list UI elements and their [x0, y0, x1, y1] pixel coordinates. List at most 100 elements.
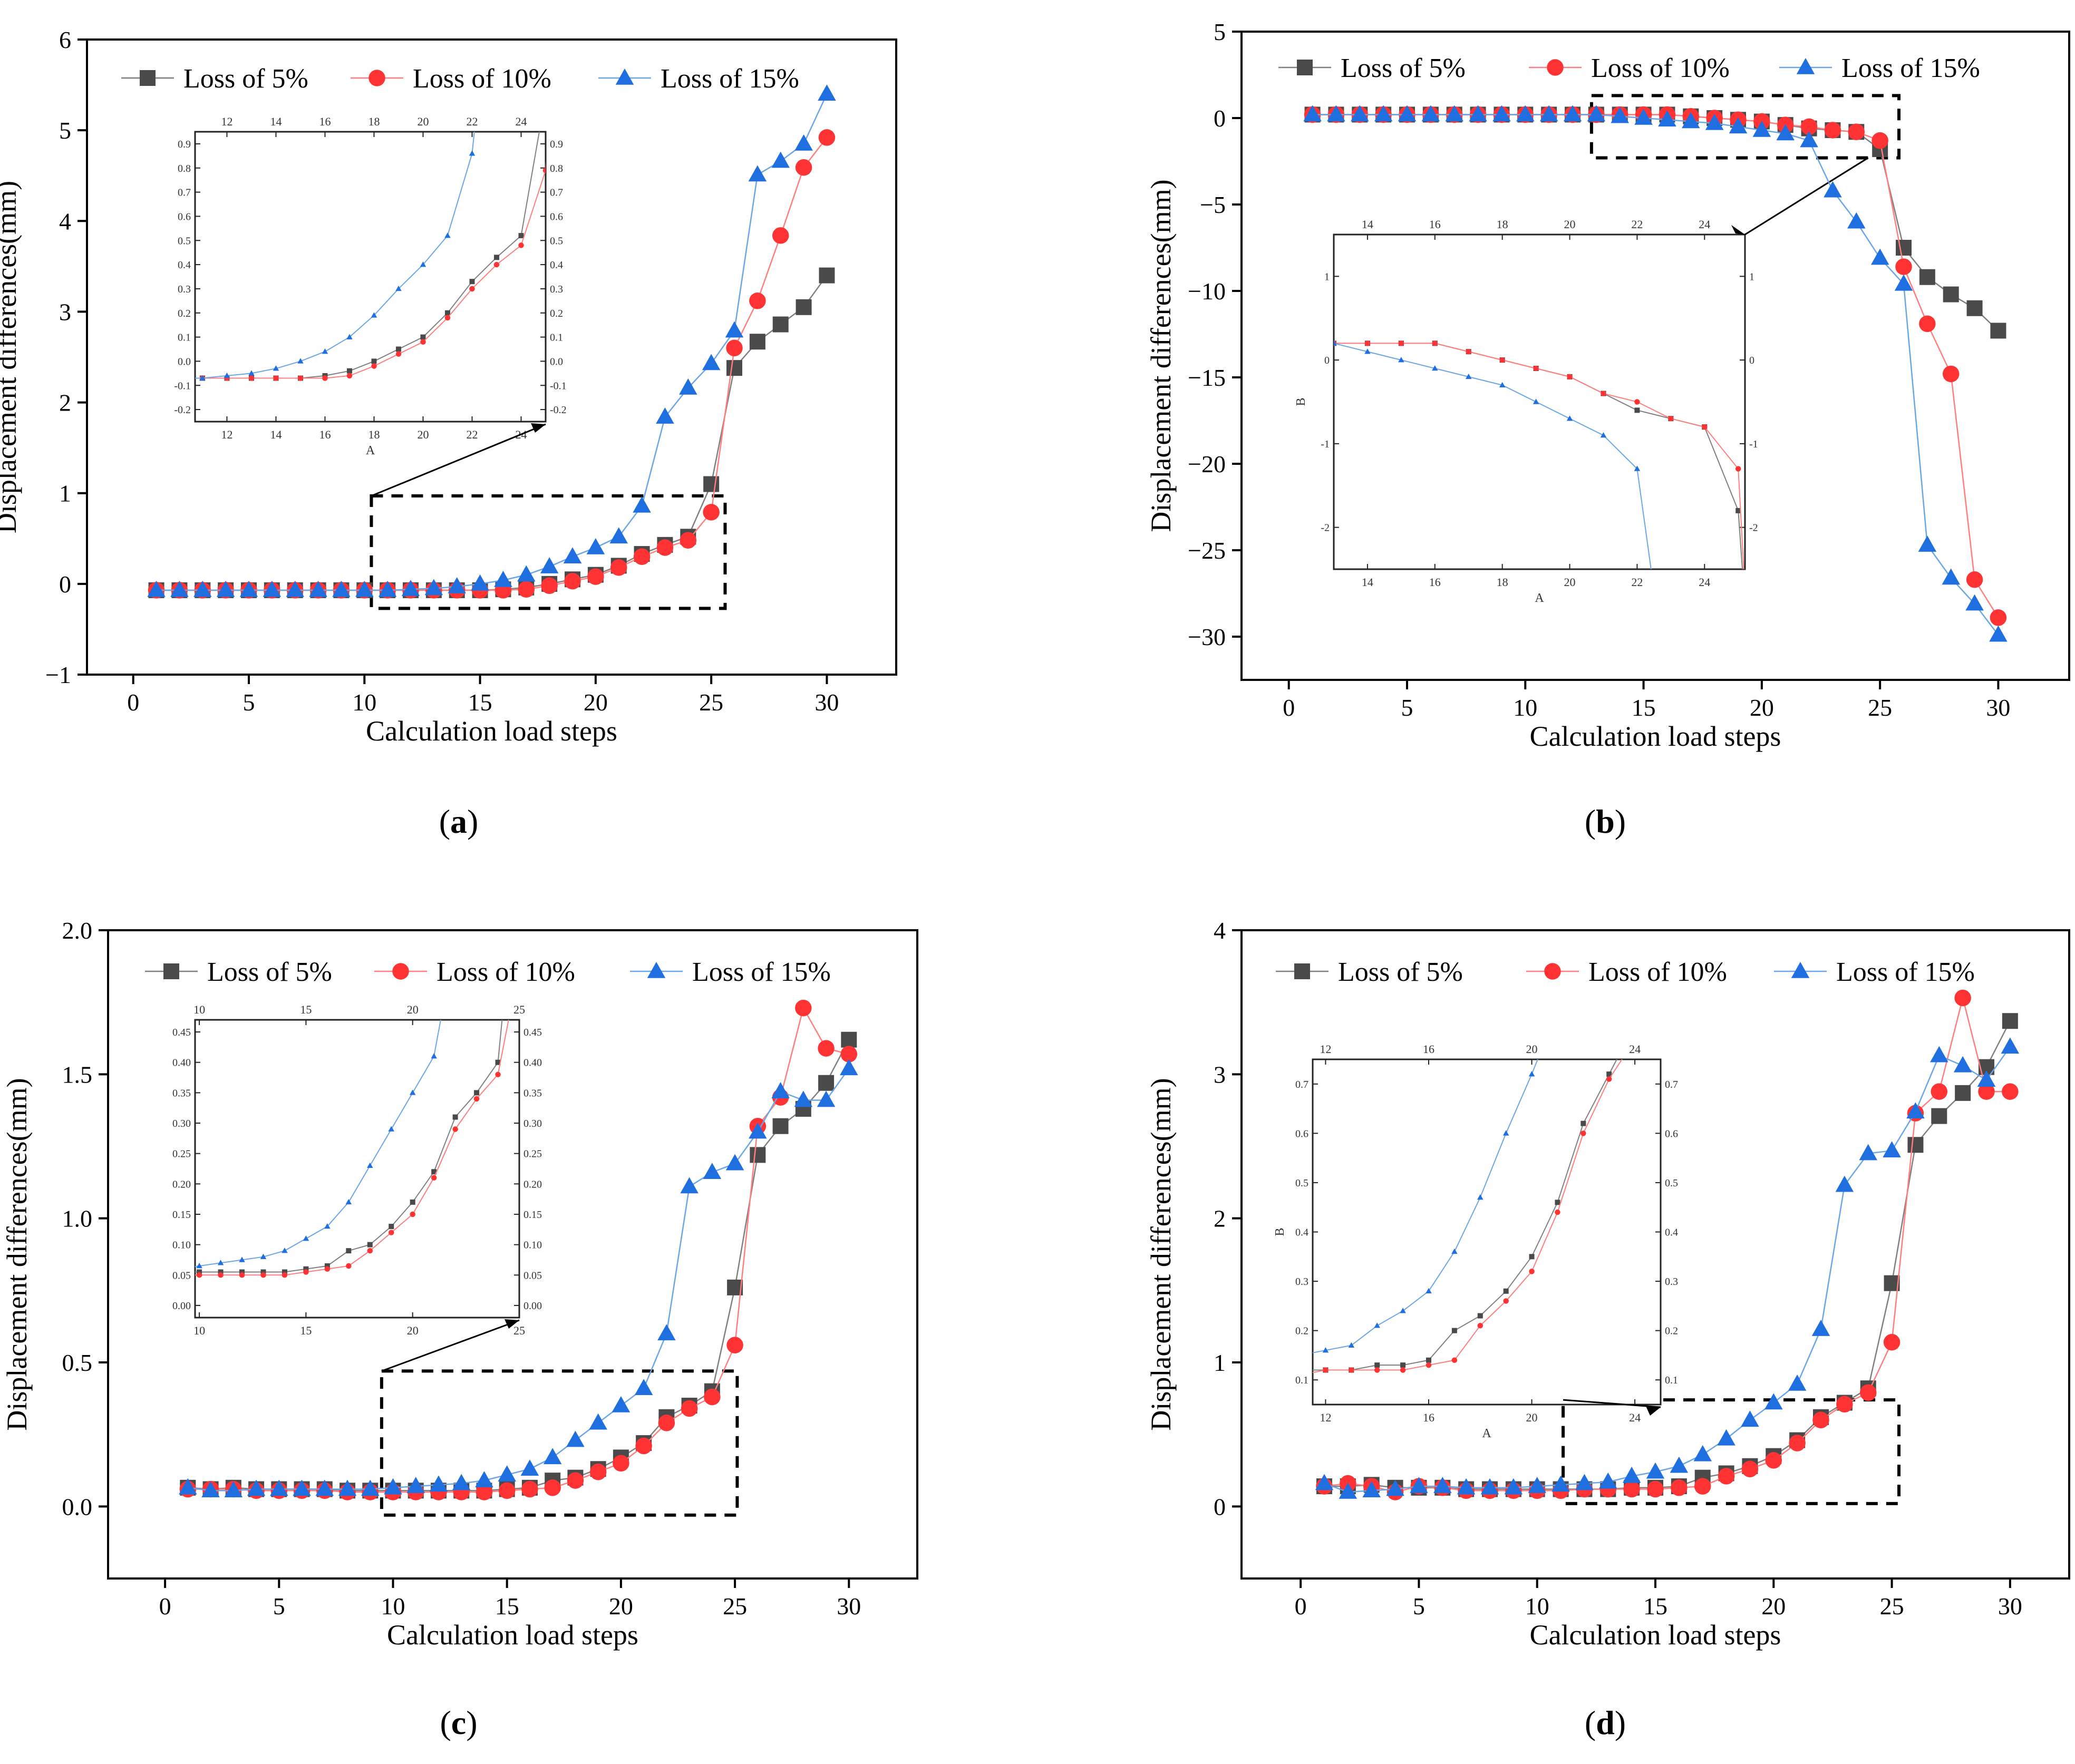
inset-point — [1297, 340, 1303, 346]
data-point — [749, 334, 765, 350]
inset-x-tick-label: 10 — [193, 1324, 205, 1337]
inset-point — [395, 285, 402, 291]
inset-point — [1581, 1120, 1586, 1126]
data-point — [1717, 1429, 1735, 1446]
data-point — [726, 1337, 743, 1353]
data-point — [1966, 300, 1983, 316]
data-point — [1848, 123, 1865, 140]
data-point — [247, 1479, 266, 1496]
x-axis-title: Calculation load steps — [366, 715, 617, 747]
data-point — [1374, 105, 1393, 122]
inset-series-group — [195, 1020, 509, 1278]
inset-point — [1322, 1347, 1329, 1353]
data-point — [1800, 131, 1818, 148]
inset-point — [410, 1211, 415, 1217]
data-point — [771, 151, 790, 168]
x-tick-label: 25 — [699, 689, 723, 716]
inset-y-tick-label-right: -0.2 — [550, 404, 567, 416]
legend-marker — [1791, 962, 1810, 978]
inset-point — [1668, 708, 1674, 714]
legend-marker — [1796, 58, 1815, 74]
data-point — [1634, 109, 1653, 125]
data-point — [680, 1177, 699, 1194]
zoom-region — [1562, 1398, 1901, 1505]
panel-c: 0 5 10 15 20 25 30 0.0 0.5 1.0 1.5 2.0 Calculation l… — [1, 917, 918, 1741]
data-point — [1906, 1102, 1925, 1119]
data-point — [819, 267, 835, 284]
inset-x-tick-label: 24 — [1629, 1411, 1641, 1424]
data-point — [498, 1482, 516, 1499]
inset-point — [431, 1053, 437, 1059]
inset-point — [239, 1272, 245, 1278]
inset-point — [282, 1269, 287, 1275]
data-point — [1836, 1396, 1853, 1413]
inset-top-tick-label: 24 — [1699, 218, 1710, 231]
inset-y-tick-label: 0.3 — [178, 284, 191, 295]
legend-label: Loss of 10% — [1588, 957, 1727, 987]
x-tick-label: 15 — [1643, 1593, 1667, 1620]
data-point — [448, 577, 466, 593]
inset-plot: 10 15 20 25 10 15 20 25 0.00 0.00 0.05 0.05 0.10 0.10… — [172, 1003, 542, 1337]
data-point — [657, 1324, 676, 1341]
x-tick-label: 10 — [1513, 694, 1537, 721]
data-point — [1942, 568, 1960, 585]
data-point — [1776, 124, 1795, 141]
inset-top-tick-label: 25 — [513, 1003, 525, 1016]
inset-top-tick-label: 24 — [1629, 1042, 1641, 1056]
y-tick-label: 5 — [59, 117, 71, 144]
inset-point — [1451, 1328, 1457, 1333]
inset-y-tick-label-right: 0.7 — [1665, 1079, 1678, 1090]
panel-b: 0 5 10 15 20 25 30−30−25−20−15−10−505Calculati… — [1145, 18, 2070, 840]
inset-y-tick-label-right: 0.1 — [1665, 1375, 1678, 1386]
inset-top-tick-label: 20 — [1564, 218, 1576, 231]
inset-y-tick-label: -0.1 — [174, 380, 191, 392]
inset-point — [1606, 1076, 1612, 1082]
data-point — [1989, 625, 2008, 642]
inset-point — [1555, 1209, 1560, 1215]
inset-point — [324, 1266, 331, 1272]
inset-y-tick-label-right: 0 — [1749, 355, 1754, 366]
inset-point — [452, 1126, 458, 1132]
inset-point — [346, 373, 353, 379]
inset-point — [324, 1223, 331, 1229]
inset-point — [199, 375, 206, 381]
x-tick-label: 5 — [1413, 1593, 1425, 1620]
inset-series-line — [195, 1020, 441, 1268]
inset-y-tick-label-right: 0.0 — [550, 356, 563, 367]
caption-letter: c — [451, 1704, 466, 1741]
data-point — [725, 321, 744, 338]
inset-top-tick-label: 16 — [1429, 218, 1441, 231]
x-tick-label: 5 — [1401, 694, 1413, 721]
inset-point — [1323, 1367, 1329, 1373]
inset-plot: 14 16 18 20 22 24 14 16 18 20 22 24 -2 -2 -1 -1 0 0 1 1 A B — [1294, 218, 1758, 714]
y-tick-label: 0 — [1214, 1493, 1226, 1520]
data-point — [795, 159, 812, 176]
inset-y-tick-label-right: 0.3 — [550, 284, 563, 295]
inset-point — [1502, 1130, 1509, 1136]
inset-top-tick-label: 16 — [1423, 1042, 1434, 1056]
inset-point — [1297, 1352, 1303, 1357]
data-point — [772, 1118, 789, 1134]
inset-top-tick-label: 12 — [221, 115, 232, 128]
inset-y-tick-label: 0.3 — [1295, 1276, 1308, 1288]
data-point — [1552, 1475, 1570, 1492]
inset-x-tick-label: 15 — [300, 1324, 312, 1337]
data-point — [818, 1040, 835, 1057]
data-point — [564, 572, 581, 590]
data-point — [1694, 1478, 1711, 1495]
legend: Loss of 5% Loss of 10% Loss of 15% — [1276, 957, 1975, 987]
inset-point — [518, 233, 524, 239]
inset-point — [1503, 1288, 1509, 1294]
legend-label: Loss of 15% — [661, 64, 799, 94]
series-loss-15 — [179, 1059, 858, 1498]
data-point — [795, 999, 812, 1017]
inset-point — [444, 310, 450, 316]
y-axis-title: Displacement differences(mm) — [1145, 1078, 1177, 1430]
data-point — [586, 538, 605, 554]
y-tick-label: 6 — [59, 26, 71, 53]
inset-point — [410, 1199, 415, 1205]
x-tick-label: 0 — [127, 689, 139, 716]
inset-y-tick-label: 0 — [1324, 355, 1330, 366]
data-point — [1647, 1480, 1664, 1498]
inset-point — [217, 1260, 224, 1265]
